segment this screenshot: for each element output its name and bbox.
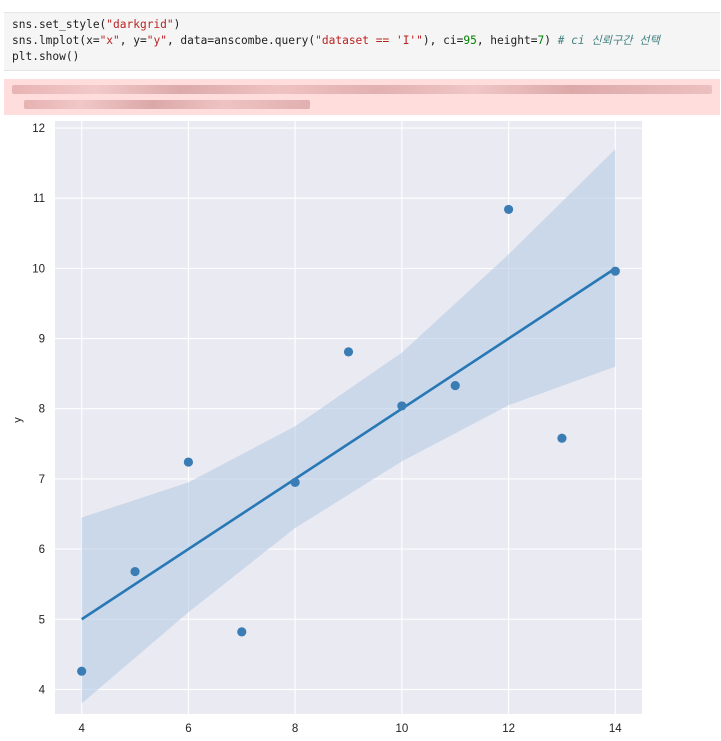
x-tick-label: 6: [185, 723, 191, 735]
redacted-text-line: [12, 85, 712, 94]
data-point: [397, 401, 407, 411]
code-string: "darkgrid": [106, 18, 174, 31]
data-point: [237, 627, 247, 637]
y-tick-labels: 4 5 6 7 8 9 10 11 12: [32, 123, 45, 696]
redacted-text-line: [24, 100, 310, 109]
code-token: plt.show(): [12, 50, 80, 63]
code-number: 7: [537, 34, 545, 47]
code-line-2: sns.lmplot(x="x", y="y", data=anscombe.q…: [12, 33, 660, 49]
code-cell[interactable]: sns.set_style("darkgrid") sns.lmplot(x="…: [4, 12, 720, 71]
code-comment: # ci 신뢰구간 선택: [557, 34, 660, 47]
data-point: [183, 457, 194, 467]
y-tick-label: 10: [32, 263, 45, 275]
code-token: ), ci=: [422, 34, 464, 47]
code-token: ): [173, 18, 181, 31]
y-tick-label: 11: [33, 193, 45, 205]
data-point: [130, 566, 140, 577]
data-point: [557, 433, 567, 443]
data-point: [450, 380, 460, 391]
x-tick-label: 12: [502, 723, 515, 735]
y-tick-label: 12: [32, 123, 45, 135]
x-tick-label: 14: [609, 723, 622, 735]
scatter-chart: 4 6 8 10 12 14 4 5 6 7 8 9 10 11 12 y: [12, 121, 642, 735]
code-token: ): [544, 34, 558, 47]
code-string: "x": [99, 34, 120, 47]
data-point: [610, 266, 620, 276]
data-point: [77, 666, 87, 676]
regression-line: [80, 267, 617, 621]
warning-output: [4, 79, 720, 115]
x-tick-label: 8: [292, 723, 298, 735]
data-points: [77, 204, 620, 676]
x-tick-label: 10: [395, 723, 408, 735]
code-string: "dataset == 'I'": [315, 34, 423, 47]
x-tick-label: 4: [78, 723, 85, 735]
code-token: sns.lmplot(x=: [12, 34, 100, 47]
y-tick-label: 7: [39, 474, 45, 486]
data-point: [343, 347, 354, 357]
code-line-1: sns.set_style("darkgrid"): [12, 17, 180, 33]
y-tick-label: 8: [39, 404, 45, 416]
data-point: [503, 204, 514, 215]
code-string: "y": [146, 34, 167, 47]
code-token: , y=: [119, 34, 147, 47]
x-tick-labels: 4 6 8 10 12 14: [78, 723, 622, 735]
code-number: 95: [463, 34, 477, 47]
code-token: , height=: [476, 34, 538, 47]
code-token: sns.set_style(: [12, 18, 107, 31]
y-tick-label: 4: [39, 684, 46, 696]
code-token: , data=anscombe.query(: [166, 34, 316, 47]
data-point: [290, 477, 300, 488]
confidence-band: [81, 149, 616, 704]
y-tick-label: 9: [39, 334, 45, 346]
y-tick-label: 6: [39, 544, 45, 556]
y-tick-label: 5: [39, 614, 45, 626]
y-axis-label: y: [12, 417, 24, 423]
lmplot-figure: 4 6 8 10 12 14 4 5 6 7 8 9 10 11 12 y: [0, 115, 721, 737]
code-line-3: plt.show(): [12, 49, 79, 65]
